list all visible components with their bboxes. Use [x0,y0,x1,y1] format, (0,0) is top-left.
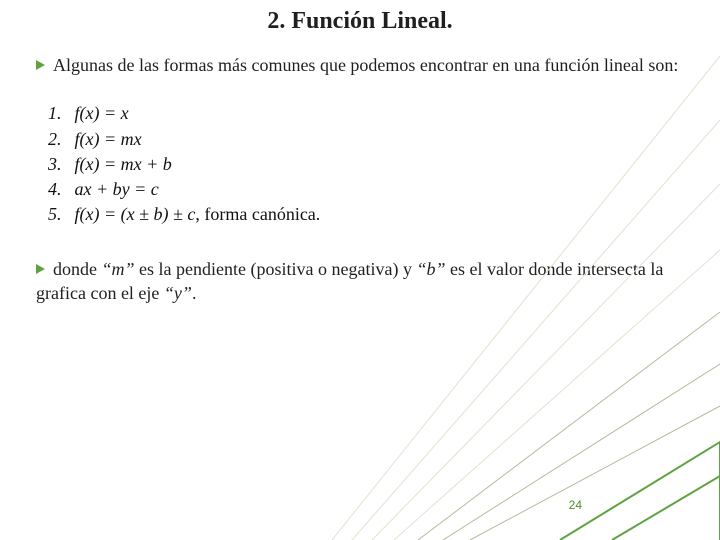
item-expression: f(x) = mx + b [75,154,172,174]
desc-text-4: . [192,283,197,303]
list-item: 2. f(x) = mx [48,127,684,151]
item-note: , forma canónica. [195,204,320,224]
list-item: 1. f(x) = x [48,101,684,125]
item-expression: f(x) = x [75,103,129,123]
desc-quote-y: “y” [164,283,192,303]
intro-text: Algunas de las formas más comunes que po… [53,55,678,75]
play-bullet-icon [36,60,45,70]
item-number: 5. [48,202,70,226]
list-item: 4. ax + by = c [48,177,684,201]
item-number: 2. [48,127,70,151]
desc-quote-b: “b” [416,259,445,279]
page-number: 24 [569,498,582,512]
intro-paragraph: Algunas de las formas más comunes que po… [36,53,684,77]
desc-quote-m: “m” [102,259,135,279]
desc-text-1: donde [53,259,102,279]
description-paragraph: donde “m” es la pendiente (positiva o ne… [36,257,684,306]
equation-list: 1. f(x) = x 2. f(x) = mx 3. f(x) = mx + … [36,101,684,226]
slide: 2. Función Lineal. Algunas de las formas… [0,0,720,540]
desc-text-2: es la pendiente (positiva o negativa) y [135,259,417,279]
play-bullet-icon [36,264,45,274]
item-expression: f(x) = (x ± b) ± c [75,204,196,224]
item-number: 1. [48,101,70,125]
item-expression: f(x) = mx [75,129,142,149]
item-number: 3. [48,152,70,176]
item-number: 4. [48,177,70,201]
slide-title: 2. Función Lineal. [156,8,564,35]
list-item: 3. f(x) = mx + b [48,152,684,176]
item-expression: ax + by = c [75,179,159,199]
list-item: 5. f(x) = (x ± b) ± c, forma canónica. [48,202,684,226]
